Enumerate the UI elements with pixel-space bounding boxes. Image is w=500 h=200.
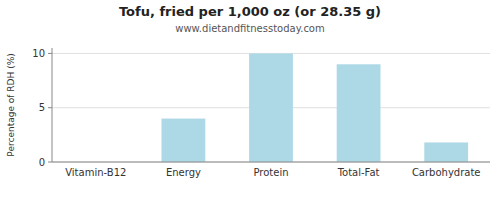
x-tick-label: Carbohydrate — [412, 167, 481, 178]
grid-line — [52, 162, 490, 163]
y-tick-label: 10 — [32, 48, 45, 59]
y-axis — [52, 48, 53, 162]
bars — [162, 53, 469, 162]
x-axis — [52, 162, 490, 163]
subtitle: www.dietandfitnesstoday.com — [175, 23, 324, 34]
x-tick-label: Energy — [166, 167, 201, 178]
y-axis-label: Percentage of RDH (%) — [6, 53, 16, 156]
x-tick-label: Total-Fat — [337, 167, 380, 178]
bar — [424, 142, 468, 162]
y-tick-label: 0 — [39, 157, 45, 168]
bar — [337, 64, 381, 162]
y-tick — [48, 107, 52, 108]
y-tick-label: 5 — [39, 102, 45, 113]
y-tick — [48, 162, 52, 163]
x-tick-label: Protein — [253, 167, 288, 178]
chart-svg: Tofu, fried per 1,000 oz (or 28.35 g) www… — [0, 0, 500, 200]
y-tick — [48, 53, 52, 54]
title: Tofu, fried per 1,000 oz (or 28.35 g) — [119, 4, 381, 19]
x-tick-label: Vitamin-B12 — [65, 167, 126, 178]
bar — [162, 119, 206, 162]
chart-container: Tofu, fried per 1,000 oz (or 28.35 g) www… — [0, 0, 500, 200]
bar — [249, 53, 293, 162]
